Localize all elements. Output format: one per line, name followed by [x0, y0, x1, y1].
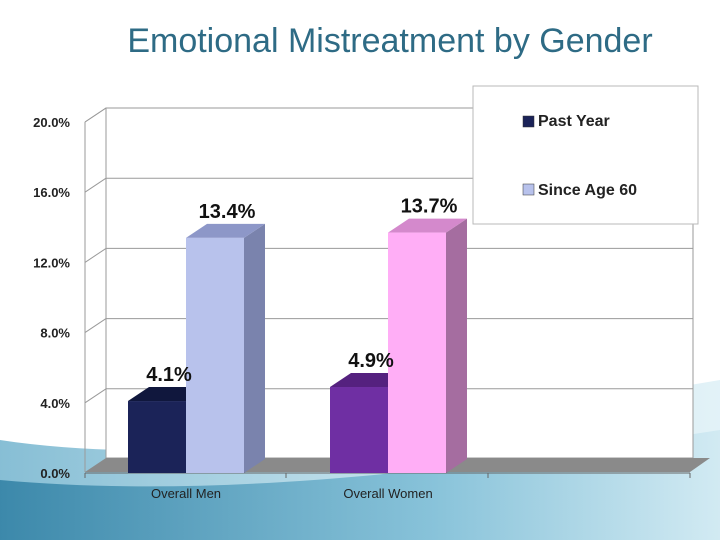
- data-label: 13.7%: [401, 196, 458, 218]
- bar-overall-men-since-age-60-top: [186, 223, 265, 238]
- bar-overall-women-since-age-60-side: [446, 218, 467, 473]
- legend-swatch-past-year: [522, 115, 535, 128]
- data-label: 4.9%: [348, 350, 394, 372]
- legend-label-since-age-60: Since Age 60: [538, 182, 637, 199]
- y-tick-label: 12.0%: [33, 255, 70, 270]
- category-label: Overall Men: [151, 486, 221, 501]
- bar-overall-women-since-age-60: [388, 232, 446, 473]
- bar-overall-men-past-year: [128, 401, 186, 473]
- bar-overall-women-since-age-60-top: [388, 218, 467, 233]
- gridline-diagonal: [84, 177, 107, 193]
- bar-overall-men-since-age-60-side: [244, 223, 265, 473]
- slide-title: Emotional Mistreatment by Gender: [127, 22, 653, 60]
- gridline-diagonal: [84, 388, 107, 404]
- y-tick-label: 8.0%: [40, 326, 70, 341]
- legend-label-past-year: Past Year: [538, 113, 610, 130]
- data-label: 13.4%: [199, 201, 256, 223]
- y-tick-label: 20.0%: [33, 115, 70, 130]
- data-label: 4.1%: [146, 364, 192, 386]
- bar-overall-women-past-year: [330, 387, 388, 473]
- legend-box: [472, 85, 699, 225]
- y-tick-label: 4.0%: [40, 396, 70, 411]
- gridline-diagonal: [84, 107, 107, 123]
- legend-swatch-since-age-60: [522, 183, 535, 196]
- y-tick-label: 0.0%: [40, 466, 70, 481]
- bar-overall-men-since-age-60: [186, 237, 244, 473]
- gridline-diagonal: [84, 318, 107, 334]
- y-tick-label: 16.0%: [33, 185, 70, 200]
- category-label: Overall Women: [343, 486, 432, 501]
- gridline-diagonal: [84, 247, 107, 263]
